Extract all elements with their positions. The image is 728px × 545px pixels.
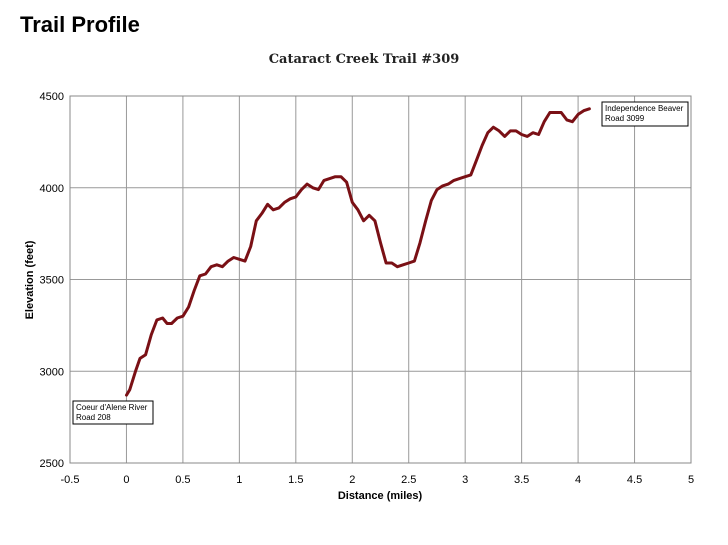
x-tick-label: 1 [236,474,242,486]
x-tick-label: 2 [349,474,355,486]
x-tick-label: 4.5 [627,474,642,486]
x-tick-label: 5 [688,474,694,486]
x-tick-label: 3 [462,474,468,486]
y-tick-label: 3000 [40,366,64,378]
annotation-line: Road 3099 [605,114,645,123]
x-tick-label: 1.5 [288,474,303,486]
x-tick-labels: -0.5 0 0.5 1 1.5 2 2.5 3 3.5 4 4.5 5 [61,474,695,486]
page-heading: Trail Profile [20,12,140,37]
x-tick-label: 0.5 [175,474,190,486]
annotation-line: Independence Beaver [605,104,684,113]
y-tick-labels: 2500 3000 3500 4000 4500 [40,91,64,470]
series-line [125,107,591,397]
grid [69,95,692,464]
annotation-line: Coeur d'Alene River [76,403,148,412]
y-tick-label: 4500 [40,91,64,103]
y-tick-label: 4000 [40,183,64,195]
plot-frame [69,95,692,464]
y-tick-label: 3500 [40,275,64,287]
x-tick-label: 0 [123,474,129,486]
x-tick-label: -0.5 [61,474,80,486]
chart-title: Cataract Creek Trail #309 [268,52,460,67]
y-axis-title: Elevation (feet) [24,240,36,319]
x-tick-label: 3.5 [514,474,529,486]
annotation-line: Road 208 [76,413,111,422]
x-tick-label: 4 [575,474,581,486]
y-tick-label: 2500 [40,458,64,470]
x-axis-title: Distance (miles) [338,490,423,502]
x-tick-label: 2.5 [401,474,416,486]
